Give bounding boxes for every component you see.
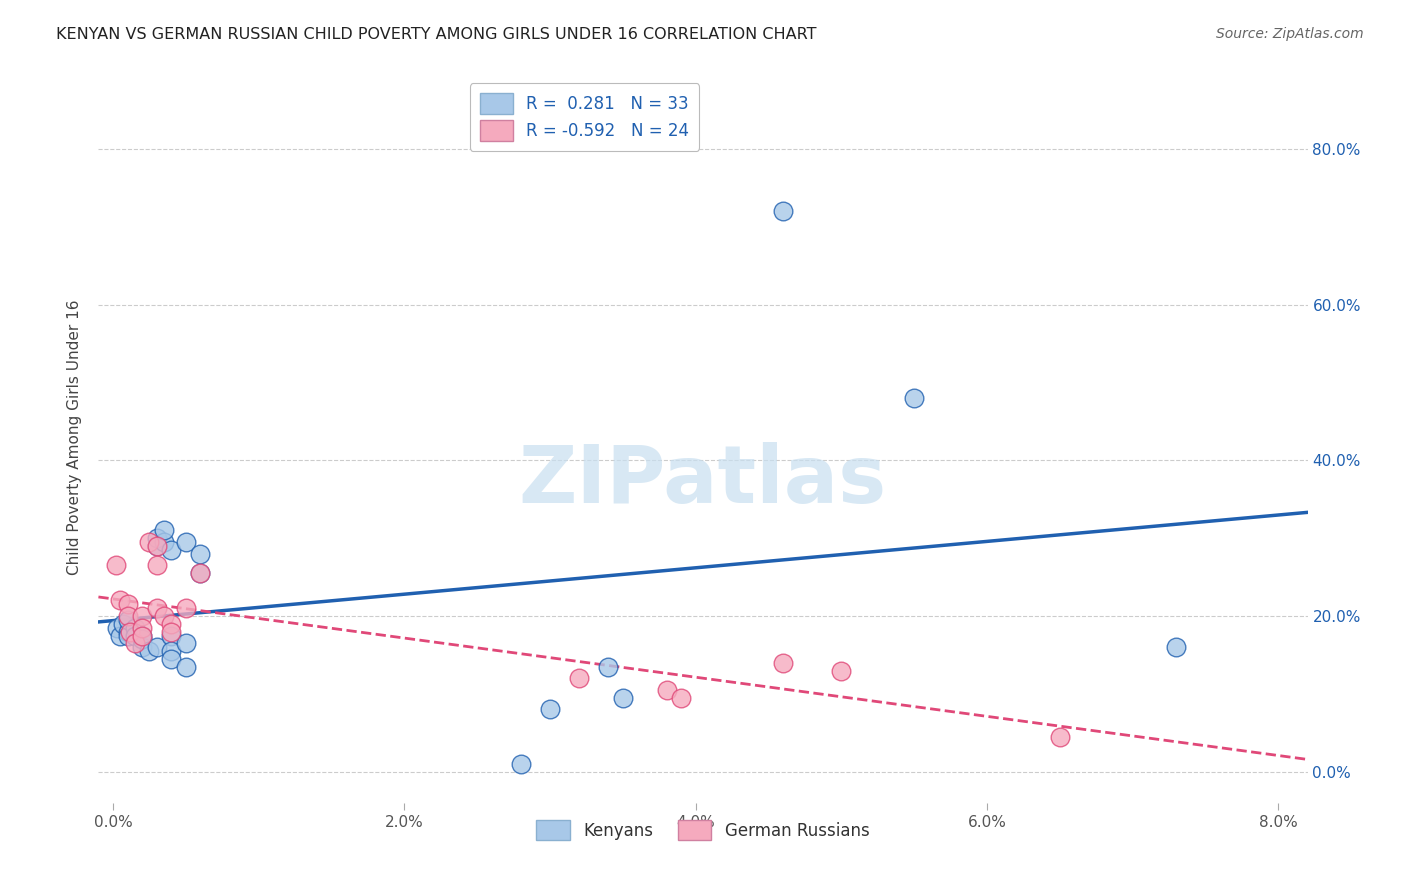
Point: [190, 547, 212, 561]
Point: [538, 702, 561, 716]
Point: [160, 624, 183, 639]
Point: [509, 756, 531, 771]
Point: [145, 539, 167, 553]
Point: [669, 690, 692, 705]
Point: [117, 628, 139, 642]
Point: [104, 558, 127, 573]
Text: ZIPatlas: ZIPatlas: [519, 442, 887, 520]
Point: [655, 683, 678, 698]
Point: [110, 593, 132, 607]
Point: [568, 671, 591, 685]
Point: [772, 204, 794, 219]
Point: [153, 524, 176, 538]
Point: [160, 644, 183, 658]
Point: [112, 616, 135, 631]
Point: [174, 535, 197, 549]
Point: [110, 628, 132, 642]
Point: [131, 628, 153, 642]
Point: [153, 609, 176, 624]
Point: [138, 644, 160, 658]
Point: [131, 628, 153, 642]
Point: [772, 656, 794, 670]
Point: [174, 636, 197, 650]
Point: [145, 601, 167, 615]
Point: [598, 659, 620, 673]
Point: [131, 621, 153, 635]
Point: [160, 652, 183, 666]
Point: [124, 636, 146, 650]
Point: [138, 535, 160, 549]
Point: [160, 628, 183, 642]
Point: [190, 566, 212, 581]
Point: [120, 624, 142, 639]
Legend: Kenyans, German Russians: Kenyans, German Russians: [530, 814, 876, 847]
Point: [124, 621, 146, 635]
Point: [117, 609, 139, 624]
Point: [160, 542, 183, 557]
Point: [145, 539, 167, 553]
Point: [1049, 730, 1071, 744]
Point: [190, 566, 212, 581]
Point: [153, 535, 176, 549]
Point: [830, 664, 852, 678]
Point: [131, 632, 153, 647]
Point: [145, 531, 167, 545]
Point: [174, 601, 197, 615]
Point: [131, 609, 153, 624]
Point: [174, 659, 197, 673]
Text: Source: ZipAtlas.com: Source: ZipAtlas.com: [1216, 27, 1364, 41]
Point: [131, 640, 153, 655]
Y-axis label: Child Poverty Among Girls Under 16: Child Poverty Among Girls Under 16: [67, 300, 83, 574]
Point: [105, 621, 128, 635]
Point: [124, 628, 146, 642]
Text: KENYAN VS GERMAN RUSSIAN CHILD POVERTY AMONG GIRLS UNDER 16 CORRELATION CHART: KENYAN VS GERMAN RUSSIAN CHILD POVERTY A…: [56, 27, 817, 42]
Point: [145, 640, 167, 655]
Point: [1166, 640, 1188, 655]
Point: [160, 616, 183, 631]
Point: [117, 598, 139, 612]
Point: [145, 558, 167, 573]
Point: [117, 613, 139, 627]
Point: [612, 690, 634, 705]
Point: [117, 624, 139, 639]
Point: [903, 391, 925, 405]
